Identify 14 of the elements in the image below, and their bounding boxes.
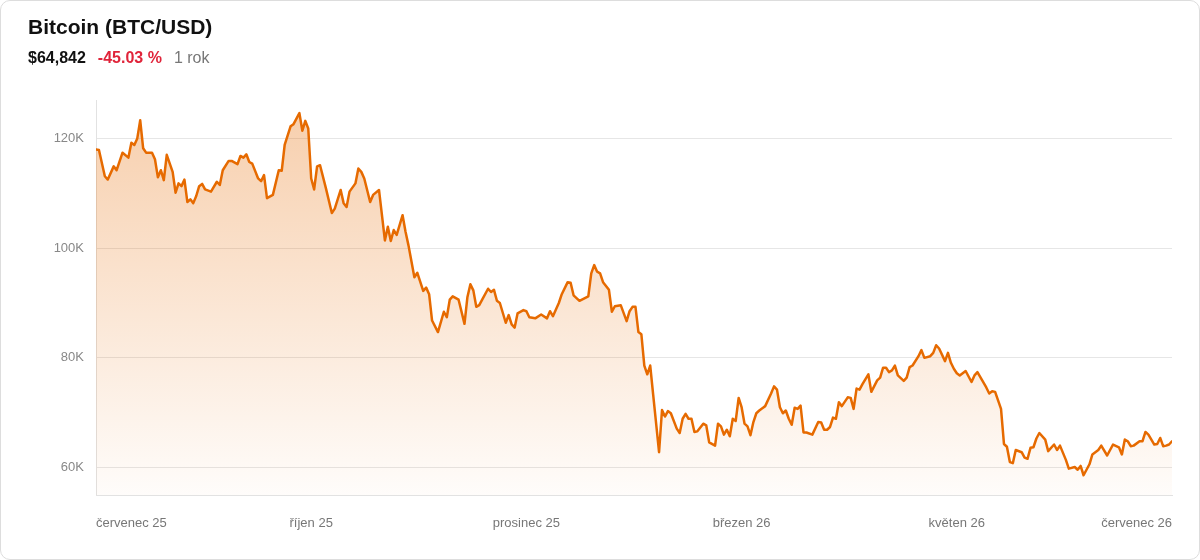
y-tick-label: 60K (60, 459, 85, 475)
x-tick-label: říjen 25 (289, 515, 333, 531)
y-tick-label: 80K (60, 349, 85, 365)
x-tick-label: prosinec 25 (492, 515, 561, 531)
y-tick-label: 120K (53, 129, 85, 145)
text: 1 rok (173, 48, 210, 68)
x-tick-label: březen 26 (712, 515, 771, 531)
y-tick-label: 100K (53, 239, 85, 255)
text: -45.03 % (97, 48, 162, 68)
chart-title: Bitcoin (BTC/USD) (28, 14, 213, 40)
x-tick-label: červenec 26 (1101, 515, 1172, 531)
x-tick-label: květen 26 (928, 515, 985, 531)
x-tick-label: červenec 25 (96, 515, 167, 531)
chart-subtitle: $64,842 (28, 48, 86, 68)
